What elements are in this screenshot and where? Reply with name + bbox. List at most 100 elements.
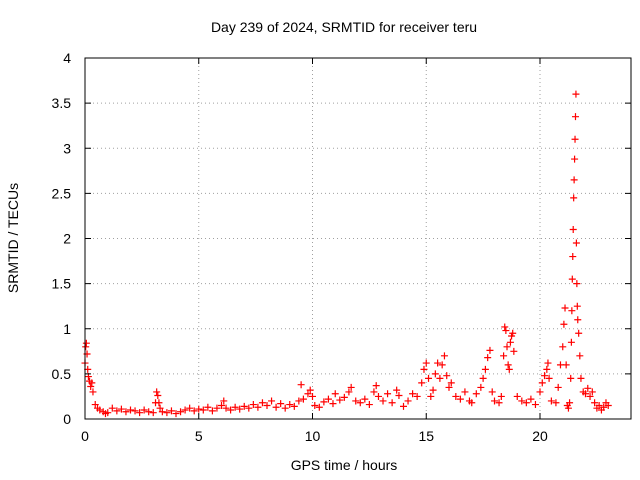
data-point bbox=[571, 135, 579, 143]
data-point bbox=[588, 388, 596, 396]
data-point bbox=[158, 408, 166, 416]
data-point bbox=[434, 359, 442, 367]
x-tick-label: 10 bbox=[305, 428, 321, 444]
data-point bbox=[445, 383, 453, 391]
data-point bbox=[562, 361, 570, 369]
data-point bbox=[570, 194, 578, 202]
data-point bbox=[564, 404, 572, 412]
data-point bbox=[395, 392, 403, 400]
data-point bbox=[258, 399, 266, 407]
data-point bbox=[484, 354, 492, 362]
data-point bbox=[576, 352, 584, 360]
data-point bbox=[140, 406, 148, 414]
grid-lines bbox=[85, 58, 631, 419]
data-point bbox=[186, 404, 194, 412]
data-point bbox=[361, 395, 369, 403]
data-point bbox=[272, 403, 280, 411]
data-point bbox=[315, 403, 323, 411]
data-point bbox=[88, 379, 96, 387]
data-point bbox=[117, 405, 125, 413]
data-point bbox=[501, 323, 509, 331]
data-point bbox=[461, 388, 469, 396]
data-point bbox=[536, 388, 544, 396]
data-point bbox=[497, 392, 505, 400]
data-point bbox=[227, 406, 235, 414]
data-point bbox=[336, 396, 344, 404]
x-tick-label: 15 bbox=[418, 428, 434, 444]
data-point bbox=[172, 410, 180, 418]
data-point bbox=[509, 329, 517, 337]
data-point bbox=[591, 399, 599, 407]
data-point bbox=[573, 302, 581, 310]
data-point bbox=[604, 401, 612, 409]
data-point bbox=[304, 390, 312, 398]
data-point bbox=[309, 392, 316, 400]
data-point bbox=[429, 386, 437, 394]
data-point bbox=[374, 392, 382, 400]
data-point bbox=[505, 365, 513, 373]
data-point bbox=[420, 365, 428, 373]
data-point bbox=[560, 320, 568, 328]
x-axis-label: GPS time / hours bbox=[291, 457, 398, 473]
data-point bbox=[347, 383, 355, 391]
data-point bbox=[571, 113, 579, 121]
data-point bbox=[131, 407, 139, 415]
data-point bbox=[254, 403, 262, 411]
data-point bbox=[500, 352, 508, 360]
chart-title: Day 239 of 2024, SRMTID for receiver ter… bbox=[211, 19, 477, 35]
data-point bbox=[222, 404, 230, 412]
data-point bbox=[568, 275, 576, 283]
data-point bbox=[456, 395, 464, 403]
data-point bbox=[400, 402, 407, 410]
data-point bbox=[440, 352, 448, 360]
data-point bbox=[87, 383, 95, 391]
data-point bbox=[468, 399, 476, 407]
data-point bbox=[245, 404, 253, 412]
data-point bbox=[82, 343, 90, 351]
data-point bbox=[569, 225, 577, 233]
data-point bbox=[513, 392, 521, 400]
y-tick-label: 2 bbox=[63, 231, 71, 247]
data-point bbox=[577, 374, 585, 382]
data-point bbox=[510, 347, 518, 355]
x-tick-label: 5 bbox=[195, 428, 203, 444]
data-point bbox=[418, 379, 426, 387]
data-point bbox=[299, 395, 307, 403]
data-point bbox=[595, 401, 603, 409]
data-point bbox=[82, 339, 90, 347]
data-point bbox=[570, 176, 578, 184]
data-point bbox=[136, 409, 144, 417]
data-point bbox=[477, 383, 485, 391]
data-point bbox=[181, 406, 189, 414]
data-point bbox=[388, 399, 396, 407]
data-point bbox=[149, 409, 157, 417]
data-point bbox=[249, 401, 257, 409]
y-tick-label: 1 bbox=[63, 321, 71, 337]
data-point bbox=[567, 338, 575, 346]
data-point bbox=[438, 361, 446, 369]
data-point bbox=[155, 399, 163, 407]
data-points bbox=[81, 90, 612, 418]
data-point bbox=[163, 409, 171, 417]
data-point bbox=[122, 408, 130, 416]
data-point bbox=[277, 400, 285, 408]
data-point bbox=[486, 346, 494, 354]
data-point bbox=[504, 361, 512, 369]
data-point bbox=[218, 401, 225, 409]
data-point bbox=[574, 316, 582, 324]
data-point bbox=[154, 392, 162, 400]
data-point bbox=[547, 397, 555, 405]
data-point bbox=[379, 397, 387, 405]
y-tick-label: 0.5 bbox=[52, 366, 72, 382]
y-tick-label: 0 bbox=[63, 411, 71, 427]
data-point bbox=[413, 392, 421, 400]
data-point bbox=[199, 406, 207, 414]
data-point bbox=[404, 397, 412, 405]
y-tick-label: 2.5 bbox=[52, 185, 72, 201]
data-point bbox=[554, 383, 562, 391]
data-point bbox=[531, 401, 539, 409]
data-point bbox=[104, 409, 112, 417]
data-point bbox=[522, 399, 530, 407]
data-point bbox=[561, 304, 569, 312]
data-point bbox=[422, 359, 430, 367]
